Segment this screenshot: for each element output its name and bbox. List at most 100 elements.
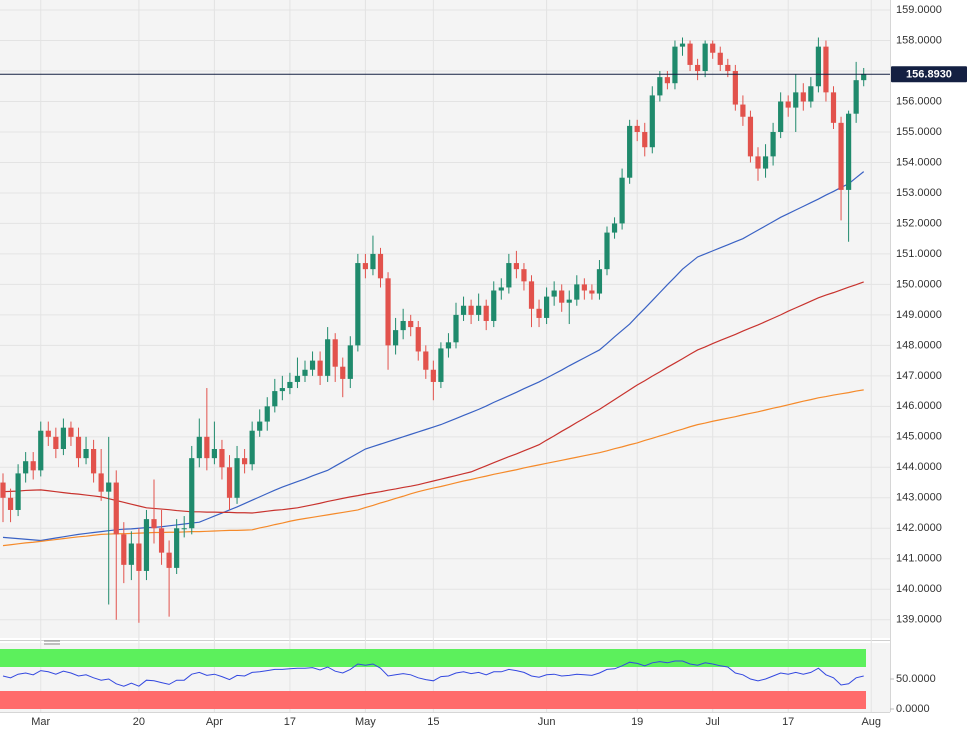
candle-body bbox=[574, 284, 580, 300]
candle-body bbox=[664, 77, 670, 84]
x-tick-label: Apr bbox=[206, 716, 223, 728]
x-tick-label: 17 bbox=[284, 716, 296, 728]
candle-body bbox=[808, 86, 814, 102]
candle-body bbox=[234, 458, 240, 498]
candle-body bbox=[75, 436, 82, 459]
candle-body bbox=[279, 388, 285, 392]
candle-body bbox=[317, 360, 323, 376]
candle-body bbox=[249, 430, 255, 465]
candle-body bbox=[219, 449, 225, 468]
candle-body bbox=[257, 421, 263, 431]
candle-body bbox=[506, 263, 512, 288]
candle-body bbox=[143, 519, 150, 571]
candle-body bbox=[174, 528, 180, 568]
y-tick-label: 139.0000 bbox=[896, 614, 942, 626]
candle-body bbox=[151, 519, 157, 529]
candle-body bbox=[423, 351, 429, 370]
candle-body bbox=[559, 290, 565, 303]
candle-body bbox=[226, 467, 233, 498]
candle-body bbox=[347, 345, 353, 379]
candle-body bbox=[710, 43, 716, 53]
candle-body bbox=[408, 320, 414, 328]
candle-body bbox=[717, 52, 723, 65]
candle-body bbox=[83, 449, 89, 459]
candle-body bbox=[158, 528, 165, 553]
candle-body bbox=[68, 427, 74, 437]
candle-body bbox=[15, 473, 21, 510]
candle-body bbox=[627, 125, 633, 178]
candle-body bbox=[596, 269, 603, 294]
candle-body bbox=[242, 458, 248, 465]
candle-body bbox=[830, 92, 837, 123]
y-tick-label: 156.0000 bbox=[896, 95, 942, 107]
candle-body bbox=[377, 253, 384, 279]
candle-body bbox=[370, 253, 376, 270]
rsi-upper-band bbox=[0, 649, 866, 667]
candle-body bbox=[23, 461, 29, 474]
y-tick-label: 154.0000 bbox=[896, 156, 942, 168]
rsi-line bbox=[2, 660, 864, 687]
candle-body bbox=[38, 430, 44, 471]
candle-body bbox=[551, 290, 557, 297]
candle-body bbox=[91, 449, 97, 474]
candle-body bbox=[128, 543, 134, 565]
x-tick-label: 19 bbox=[631, 716, 643, 728]
candle-body bbox=[355, 263, 361, 346]
candle-body bbox=[649, 95, 655, 148]
y-tick-label: 142.0000 bbox=[896, 522, 942, 534]
candle-body bbox=[309, 360, 316, 370]
candle-body bbox=[468, 305, 474, 315]
candle-body bbox=[211, 449, 217, 459]
y-tick-label: 147.0000 bbox=[896, 370, 942, 382]
price-panel bbox=[0, 0, 890, 638]
x-tick-label: May bbox=[355, 716, 376, 728]
moving-average bbox=[2, 281, 864, 514]
candle-body bbox=[287, 381, 293, 389]
candle-body bbox=[476, 305, 482, 315]
last-price-label: 156.8930 bbox=[906, 69, 952, 81]
candle-body bbox=[702, 43, 708, 72]
rsi-tick-label: 0.0000 bbox=[896, 703, 930, 715]
candle-body bbox=[823, 46, 829, 93]
candle-body bbox=[30, 461, 36, 471]
candle-body bbox=[838, 122, 844, 190]
candle-body bbox=[53, 436, 59, 450]
candle-body bbox=[846, 113, 852, 190]
rsi-tick-label: 50.0000 bbox=[896, 673, 936, 685]
candle-body bbox=[589, 290, 595, 294]
candle-body bbox=[325, 339, 331, 376]
candle-body bbox=[581, 284, 587, 291]
candle-body bbox=[498, 287, 504, 291]
candle-body bbox=[725, 64, 731, 72]
candle-body bbox=[0, 482, 6, 498]
candle-body bbox=[45, 430, 51, 437]
candle-body bbox=[393, 330, 399, 346]
candle-body bbox=[861, 74, 867, 81]
candle-body bbox=[695, 64, 701, 72]
candle-body bbox=[181, 528, 187, 530]
x-tick-label: Jun bbox=[538, 716, 556, 728]
candle-body bbox=[460, 305, 467, 315]
y-tick-label: 151.0000 bbox=[896, 248, 942, 260]
candle-body bbox=[340, 366, 346, 379]
candle-body bbox=[483, 305, 489, 321]
y-tick-label: 148.0000 bbox=[896, 339, 942, 351]
candle-body bbox=[762, 156, 769, 169]
rsi-lower-band bbox=[0, 691, 866, 709]
candle-body bbox=[740, 104, 746, 117]
candle-body bbox=[536, 308, 542, 318]
candle-body bbox=[544, 296, 550, 318]
candle-body bbox=[642, 131, 648, 148]
candle-body bbox=[196, 436, 202, 459]
candle-body bbox=[302, 369, 308, 376]
y-tick-label: 153.0000 bbox=[896, 187, 942, 199]
y-tick-label: 155.0000 bbox=[896, 126, 942, 138]
y-tick-label: 141.0000 bbox=[896, 553, 942, 565]
candle-body bbox=[747, 116, 754, 157]
candle-body bbox=[106, 482, 112, 492]
x-tick-label: Jul bbox=[706, 716, 720, 728]
candle-body bbox=[385, 278, 391, 346]
y-tick-label: 152.0000 bbox=[896, 217, 942, 229]
